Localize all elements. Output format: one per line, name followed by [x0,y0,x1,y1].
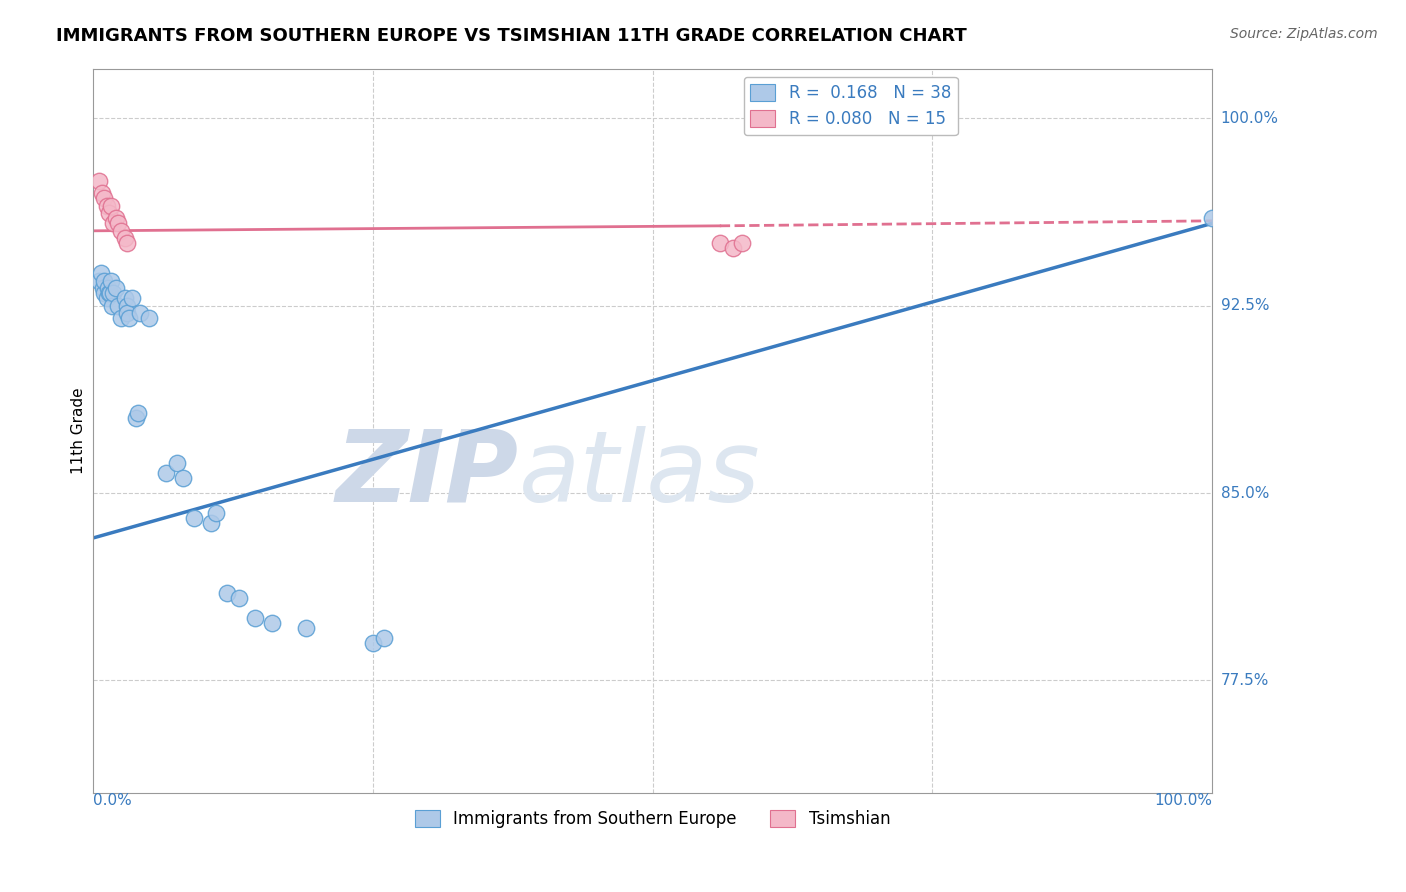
Point [93,286,115,301]
Point [129,306,152,320]
Point [96,291,118,305]
Point [217,586,239,600]
Point [97,206,120,220]
Y-axis label: 11th Grade: 11th Grade [72,387,86,474]
Point [166,456,188,470]
Point [97,281,120,295]
Point [114,291,136,305]
Point [373,631,395,645]
Text: 92.5%: 92.5% [1220,298,1270,313]
Text: 100.0%: 100.0% [1220,111,1278,126]
Point [200,516,222,530]
Text: IMMIGRANTS FROM SOUTHERN EUROPE VS TSIMSHIAN 11TH GRADE CORRELATION CHART: IMMIGRANTS FROM SOUTHERN EUROPE VS TSIMS… [56,27,967,45]
Point [93,191,115,205]
Point [731,236,754,251]
Text: 100.0%: 100.0% [1154,793,1212,807]
Point [361,636,384,650]
Text: 77.5%: 77.5% [1220,673,1268,688]
Point [103,216,125,230]
Point [110,224,132,238]
Point [245,611,267,625]
Point [115,299,138,313]
Point [100,199,122,213]
Point [118,311,141,326]
Point [100,274,122,288]
Point [107,299,129,313]
Point [101,299,124,313]
Point [205,506,228,520]
Text: atlas: atlas [519,425,761,523]
Point [228,591,250,605]
Point [97,286,120,301]
Point [103,286,125,301]
Point [709,236,731,251]
Point [107,216,129,230]
Point [125,411,148,425]
Point [93,274,115,288]
Point [723,241,745,255]
Text: 0.0%: 0.0% [93,793,132,807]
Point [183,511,205,525]
Text: ZIP: ZIP [336,425,519,523]
Point [155,466,177,480]
Point [96,199,118,213]
Point [87,274,110,288]
Point [138,311,160,326]
Point [294,621,316,635]
Point [262,615,284,630]
Legend: Immigrants from Southern Europe, Tsimshian: Immigrants from Southern Europe, Tsimshi… [409,804,897,835]
Point [115,306,138,320]
Point [98,286,121,301]
Point [1201,211,1223,226]
Point [172,471,194,485]
Point [114,231,136,245]
Point [91,186,114,201]
Point [121,291,143,305]
Text: 85.0%: 85.0% [1220,485,1268,500]
Point [91,281,114,295]
Point [110,311,132,326]
Point [87,174,110,188]
Text: Source: ZipAtlas.com: Source: ZipAtlas.com [1230,27,1378,41]
Point [127,406,149,420]
Point [104,281,127,295]
Point [104,211,127,226]
Point [90,266,112,280]
Point [115,236,138,251]
